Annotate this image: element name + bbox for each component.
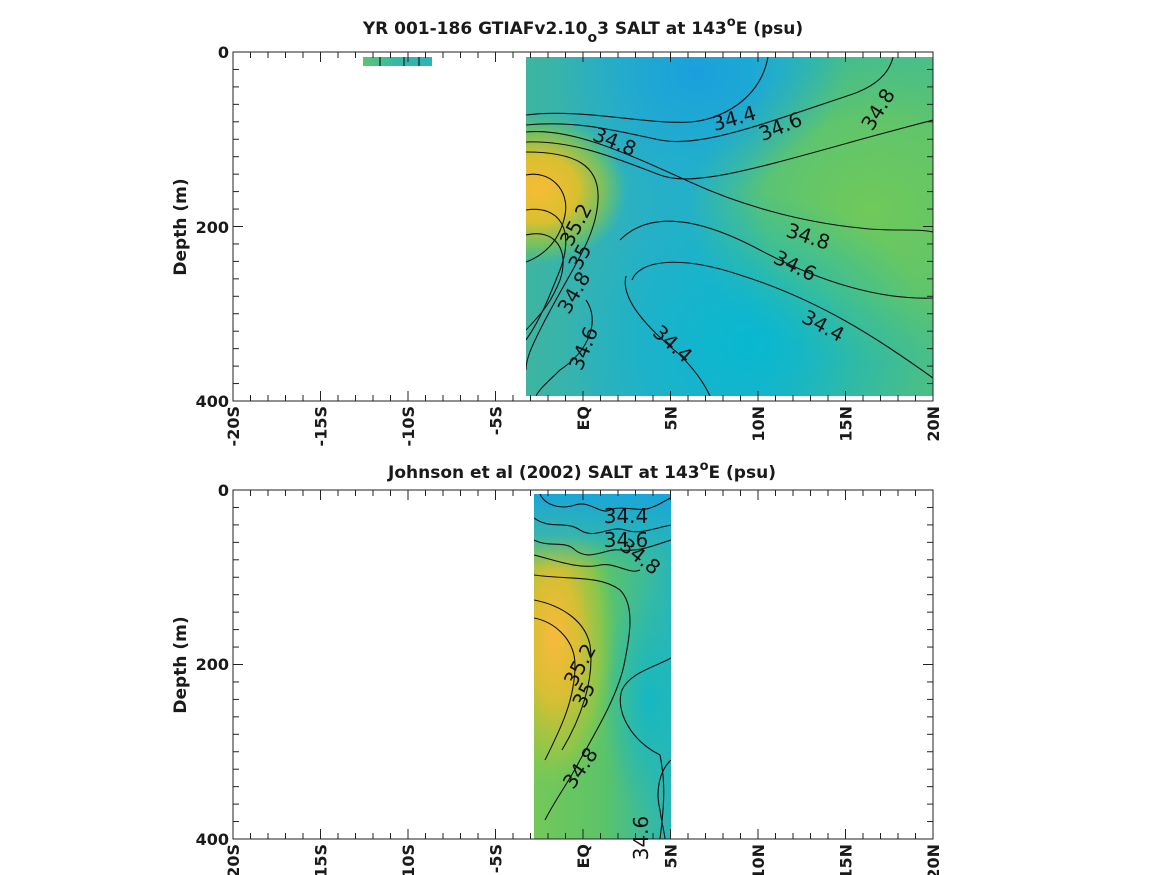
x-tick-label: -15S — [312, 844, 331, 875]
contour-label: 34.6 — [604, 528, 649, 552]
x-tick-label: 10N — [749, 844, 768, 875]
x-tick-label: -5S — [487, 844, 506, 873]
axis-ticks — [232, 489, 934, 840]
panel-observations-title: Johnson et al (2002) SALT at 143oE (psu) — [387, 459, 776, 483]
salinity-field — [363, 57, 933, 396]
x-tick-label: 20N — [924, 406, 943, 442]
x-tick-label: 10N — [749, 406, 768, 442]
y-tick-label: 0 — [218, 481, 229, 500]
y-tick-label: 200 — [196, 655, 229, 674]
x-tick-label: -15S — [312, 406, 331, 446]
contour-lines — [534, 494, 671, 839]
x-tick-label: 20N — [924, 844, 943, 875]
x-tick-labels: -20S -15S -10S -5S EQ 5N 10N 15N 20N — [224, 844, 943, 875]
panel-model-title: YR 001-186 GTIAFv2.10o3 SALT at 143oE (p… — [362, 15, 803, 46]
x-tick-label: 5N — [662, 406, 681, 431]
y-tick-label: 0 — [218, 43, 229, 62]
axis-ticks — [232, 51, 934, 402]
x-tick-label: -20S — [224, 844, 243, 875]
x-tick-label: -5S — [487, 406, 506, 435]
data-strip — [363, 57, 432, 66]
y-axis-label: Depth (m) — [171, 178, 191, 275]
y-tick-label: 400 — [196, 392, 229, 411]
salinity-field — [534, 494, 671, 839]
x-tick-label: 15N — [837, 406, 856, 442]
x-tick-label: EQ — [574, 406, 593, 431]
x-tick-label: -20S — [224, 406, 243, 446]
y-tick-label: 400 — [196, 830, 229, 849]
contour-label: 34.4 — [604, 504, 649, 528]
x-tick-label: -10S — [399, 406, 418, 446]
x-tick-labels: -20S -15S -10S -5S EQ 5N 10N 15N 20N — [224, 406, 943, 446]
y-tick-label: 200 — [196, 218, 229, 237]
x-tick-label: EQ — [574, 844, 593, 869]
y-axis-label: Depth (m) — [171, 616, 191, 713]
panel-observations: Johnson et al (2002) SALT at 143oE (psu)… — [171, 459, 943, 875]
contour-label: 34.6 — [629, 816, 653, 861]
contour-lines — [526, 57, 933, 396]
x-tick-label: 5N — [662, 844, 681, 869]
panel-model: YR 001-186 GTIAFv2.10o3 SALT at 143oE (p… — [171, 15, 943, 446]
x-tick-label: -10S — [399, 844, 418, 875]
x-tick-label: 15N — [837, 844, 856, 875]
